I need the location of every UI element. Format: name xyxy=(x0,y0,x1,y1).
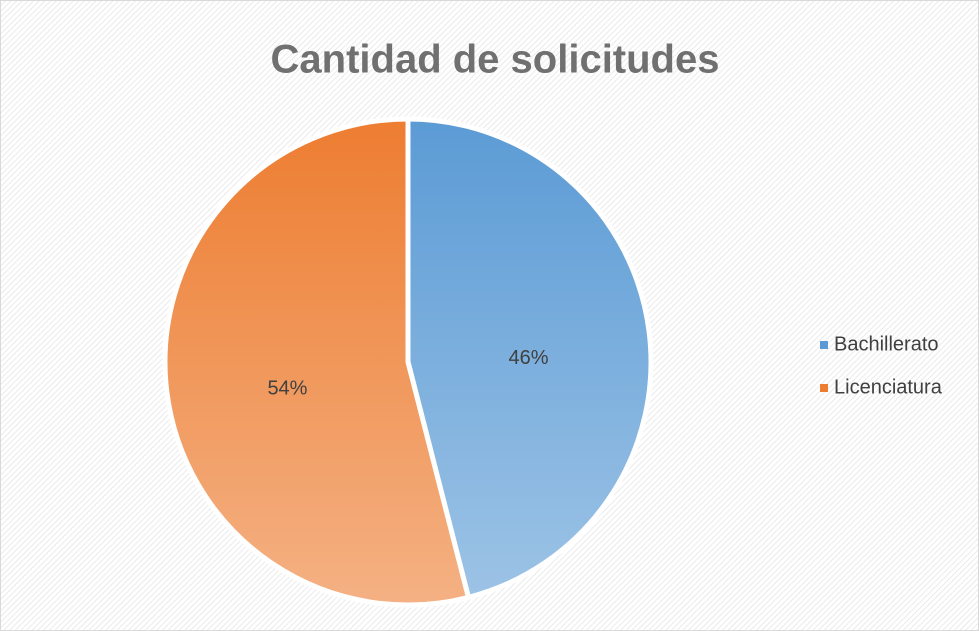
legend-swatch xyxy=(820,341,828,349)
pie-slice xyxy=(162,116,471,608)
legend-label: Licenciatura xyxy=(834,376,943,398)
data-label: 46% xyxy=(509,347,549,369)
chart-title: Cantidad de solicitudes xyxy=(271,38,720,82)
legend: Bachillerato Licenciatura xyxy=(820,333,943,398)
legend-swatch xyxy=(820,384,828,392)
data-label: 54% xyxy=(267,378,307,400)
legend-label: Bachillerato xyxy=(834,333,939,355)
pie-slice xyxy=(405,116,654,600)
pie: 46% 54% xyxy=(162,116,654,608)
